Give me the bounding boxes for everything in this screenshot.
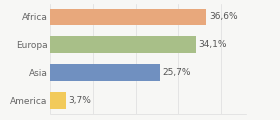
- Text: 25,7%: 25,7%: [162, 68, 191, 77]
- Bar: [50, 92, 66, 109]
- Text: 36,6%: 36,6%: [209, 12, 237, 21]
- Text: 3,7%: 3,7%: [69, 96, 92, 105]
- Bar: [50, 64, 160, 81]
- Bar: [50, 9, 206, 25]
- Text: 34,1%: 34,1%: [198, 40, 227, 49]
- Bar: [50, 36, 196, 53]
